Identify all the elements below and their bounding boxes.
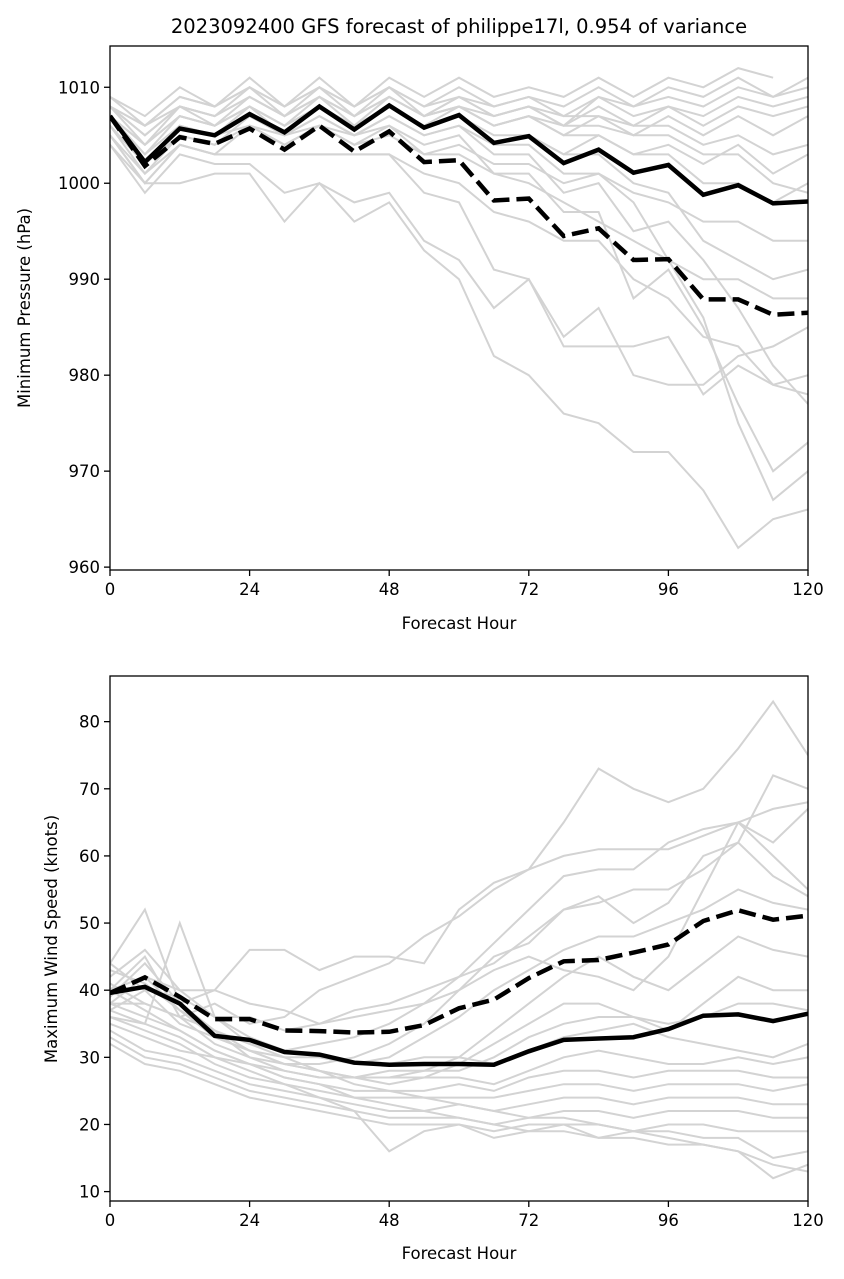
wind-ensemble-member-line [110, 699, 808, 1005]
pressure-y-axis-label: Minimum Pressure (hPa) [15, 208, 34, 408]
wind-plot-area [110, 699, 808, 1180]
wind-chart: 0 24 48 72 96 120 10 20 30 40 50 60 70 80 Forecast Ho… [42, 675, 824, 1263]
pressure-ensemble-member-line [110, 67, 774, 118]
pressure-axes: 0 24 48 72 96 120 960 970 980 990 1000 1010 [58, 45, 824, 599]
wind-axes: 0 24 48 72 96 120 10 20 30 40 50 60 70 80 [79, 675, 824, 1230]
chart-title: 2023092400 GFS forecast of philippe17l, … [171, 15, 747, 38]
pressure-x-tick-label: 72 [518, 580, 539, 599]
wind-ensemble-member-line [110, 989, 808, 1180]
pressure-dashed-mode-line [110, 114, 808, 317]
pressure-mean-line [110, 102, 808, 206]
pressure-ensemble-member-line [110, 134, 808, 386]
pressure-x-tick-label: 0 [105, 580, 116, 599]
wind-y-tick-label: 40 [79, 981, 100, 1000]
pressure-y-tick-label: 970 [69, 462, 101, 481]
pressure-y-tick-label: 1010 [58, 78, 100, 97]
pressure-y-tick-label: 1000 [58, 174, 100, 193]
pressure-y-tick-label: 980 [69, 366, 101, 385]
wind-x-tick-label: 48 [379, 1211, 400, 1230]
pressure-ensemble-member-line [110, 124, 808, 242]
wind-ensemble-member-line [110, 841, 808, 1065]
wind-ensemble-member-line [110, 1009, 808, 1160]
wind-y-tick-label: 10 [79, 1183, 100, 1202]
wind-ensemble-member-line [110, 821, 808, 1052]
wind-x-tick-label: 120 [792, 1211, 824, 1230]
wind-y-tick-label: 70 [79, 780, 100, 799]
wind-dashed-mode-line [110, 907, 808, 1035]
wind-x-axis-label: Forecast Hour [402, 1244, 517, 1263]
wind-y-axis-label: Maximum Wind Speed (knots) [42, 815, 61, 1063]
wind-series-group [110, 699, 808, 1180]
wind-y-tick-label: 60 [79, 847, 100, 866]
pressure-ensemble-member-line [110, 144, 808, 396]
pressure-x-axis-label: Forecast Hour [402, 614, 517, 633]
wind-ensemble-member-line [110, 1016, 808, 1099]
pressure-ensemble-member-line [110, 86, 808, 156]
pressure-series-group [110, 67, 808, 550]
pressure-ensemble-member-line [110, 124, 808, 473]
wind-y-tick-label: 50 [79, 914, 100, 933]
pressure-chart: 2023092400 GFS forecast of philippe17l, … [15, 15, 824, 633]
wind-y-tick-label: 20 [79, 1115, 100, 1134]
wind-ensemble-member-line [110, 962, 808, 1066]
pressure-ensemble-member-line [110, 95, 808, 194]
wind-ensemble-member-line [110, 969, 808, 1173]
wind-axes-frame [109, 675, 809, 1202]
wind-x-tick-label: 0 [105, 1211, 116, 1230]
wind-x-tick-label: 96 [658, 1211, 679, 1230]
pressure-y-tick-label: 990 [69, 270, 101, 289]
pressure-y-tick-label: 960 [69, 558, 101, 577]
pressure-x-tick-label: 120 [792, 580, 824, 599]
wind-y-tick-label: 80 [79, 713, 100, 732]
pressure-x-tick-label: 96 [658, 580, 679, 599]
pressure-x-tick-label: 24 [239, 580, 260, 599]
pressure-plot-area [110, 67, 808, 550]
wind-x-tick-label: 72 [518, 1211, 539, 1230]
wind-x-tick-label: 24 [239, 1211, 260, 1230]
pressure-x-tick-label: 48 [379, 580, 400, 599]
pressure-ensemble-member-line [110, 144, 808, 550]
wind-y-tick-label: 30 [79, 1048, 100, 1067]
pressure-axes-frame [109, 45, 809, 571]
wind-ensemble-member-line [110, 808, 808, 1025]
wind-mean-line [110, 984, 808, 1067]
